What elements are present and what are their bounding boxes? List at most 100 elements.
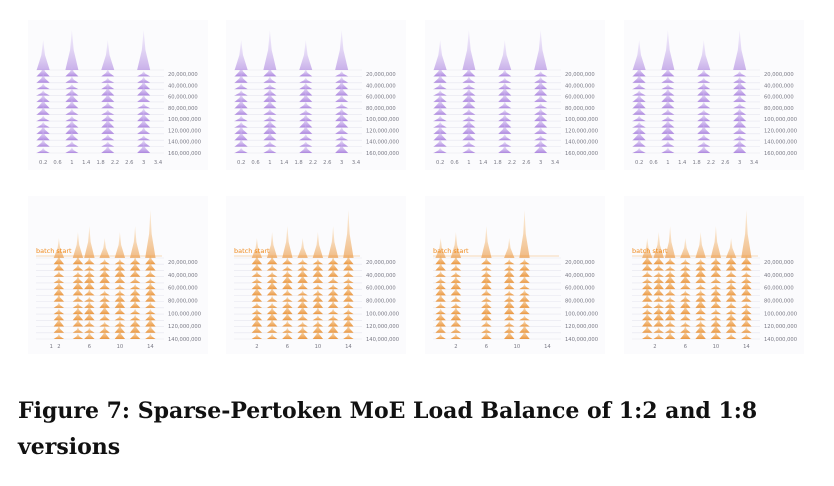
y-tick-label: 120,000,000 [565,128,598,134]
ridge-peak [519,306,530,315]
batch-start-label: batch start [234,247,270,255]
ridge-peak [519,258,530,265]
ridge-row [433,66,548,77]
ridge-peak [632,106,646,115]
y-tick-label: 80,000,000 [168,299,198,305]
ridge-row [36,138,151,147]
ridge-row [433,92,548,102]
ridge-row [435,292,530,302]
ridge-peak [632,40,646,70]
ridge-peak [725,301,737,308]
ridge-peak [251,254,263,265]
ridge-row [234,130,349,141]
ridge-peak [664,331,676,339]
y-tick-label: 140,000,000 [764,337,797,343]
ridge-peak [282,226,293,258]
ridge-peak [661,99,675,109]
batch-start-label: batch start [632,247,668,255]
ridge-row [53,285,156,296]
ridge-peak [450,232,462,258]
ridge-peak [733,80,747,90]
ridge-peak [129,260,141,271]
x-tick-label: 0.2 [39,160,47,166]
ridge-peak [498,82,512,90]
ridge-peak [664,320,676,327]
ridge-peak [653,310,664,321]
ridge-peak [481,279,492,290]
ridge-peak [335,143,349,153]
ridge-row [53,273,156,283]
ridge-peak [632,66,646,77]
ridge-peak [733,117,747,128]
ridge-peak [661,88,675,96]
ridge-peak [710,322,722,333]
ridge-peak [741,295,752,302]
ridge-peak [72,306,84,315]
ridge-peak [710,331,722,339]
ridge-peak [343,277,354,283]
ridge-peak [266,275,278,283]
ridge-peak [343,285,354,296]
ridge-peak [680,325,691,333]
ridge-row [435,323,530,333]
ridge-peak [251,302,263,308]
ridge-peak [680,329,691,339]
ridge-peak [741,263,752,271]
ridge-peak [725,333,737,339]
ridge-peak [53,281,65,290]
ridge-peak [327,291,339,302]
ridge-peak [733,71,747,77]
ridge-peak [299,101,313,109]
ridge-row [53,279,156,290]
ridge-peak [312,329,324,339]
ridge-peak [695,306,706,315]
ridge-peak [433,106,447,115]
y-tick-label: 80,000,000 [764,299,794,305]
ridge-peak [710,314,722,321]
ridge-peak [661,147,675,153]
ridge-peak [263,115,277,122]
ridge-peak [725,261,737,271]
ridge-row [435,266,530,277]
ridge-peak [145,261,156,271]
ridge-peak [335,135,349,141]
ridge-row [234,92,349,102]
ridge-peak [282,265,293,271]
x-tick-label: 3 [142,160,145,166]
ridge-row [435,297,530,308]
ridge-peak [101,117,115,128]
x-tick-label: 14 [345,344,352,350]
ridge-peak [53,333,65,339]
ridge-peak [234,121,248,128]
ridge-peak [481,327,492,333]
ridge-peak [498,86,512,96]
ridge-peak [642,333,653,339]
ridge-peak [65,88,79,96]
ridge-peak [327,331,339,339]
ridge-peak [462,141,476,147]
ridge-row [433,73,548,83]
y-tick-label: 20,000,000 [366,260,396,266]
ridge-peak [498,134,512,141]
ridge-peak [234,147,248,153]
ridge-peak [335,139,349,147]
ridge-peak [36,121,50,128]
ridge-peak [462,92,476,102]
ridge-peak [299,145,313,153]
ridge-peak [36,115,50,122]
ridge-peak [312,262,324,271]
ridge-peak [282,273,293,283]
y-tick-label: 120,000,000 [565,324,598,330]
ridge-row [433,85,548,96]
ridge-row [53,329,156,339]
ridge-peak [433,66,447,77]
ridge-peak [53,324,65,333]
ridge-row [642,285,752,296]
ridge-peak [297,295,308,302]
x-tick-label: 14 [147,344,154,350]
ridge-peak [145,333,156,339]
ridge-peak [137,80,151,90]
ridge-peak [234,93,248,102]
ridge-peak [343,333,354,339]
ridge-peak [498,124,512,134]
